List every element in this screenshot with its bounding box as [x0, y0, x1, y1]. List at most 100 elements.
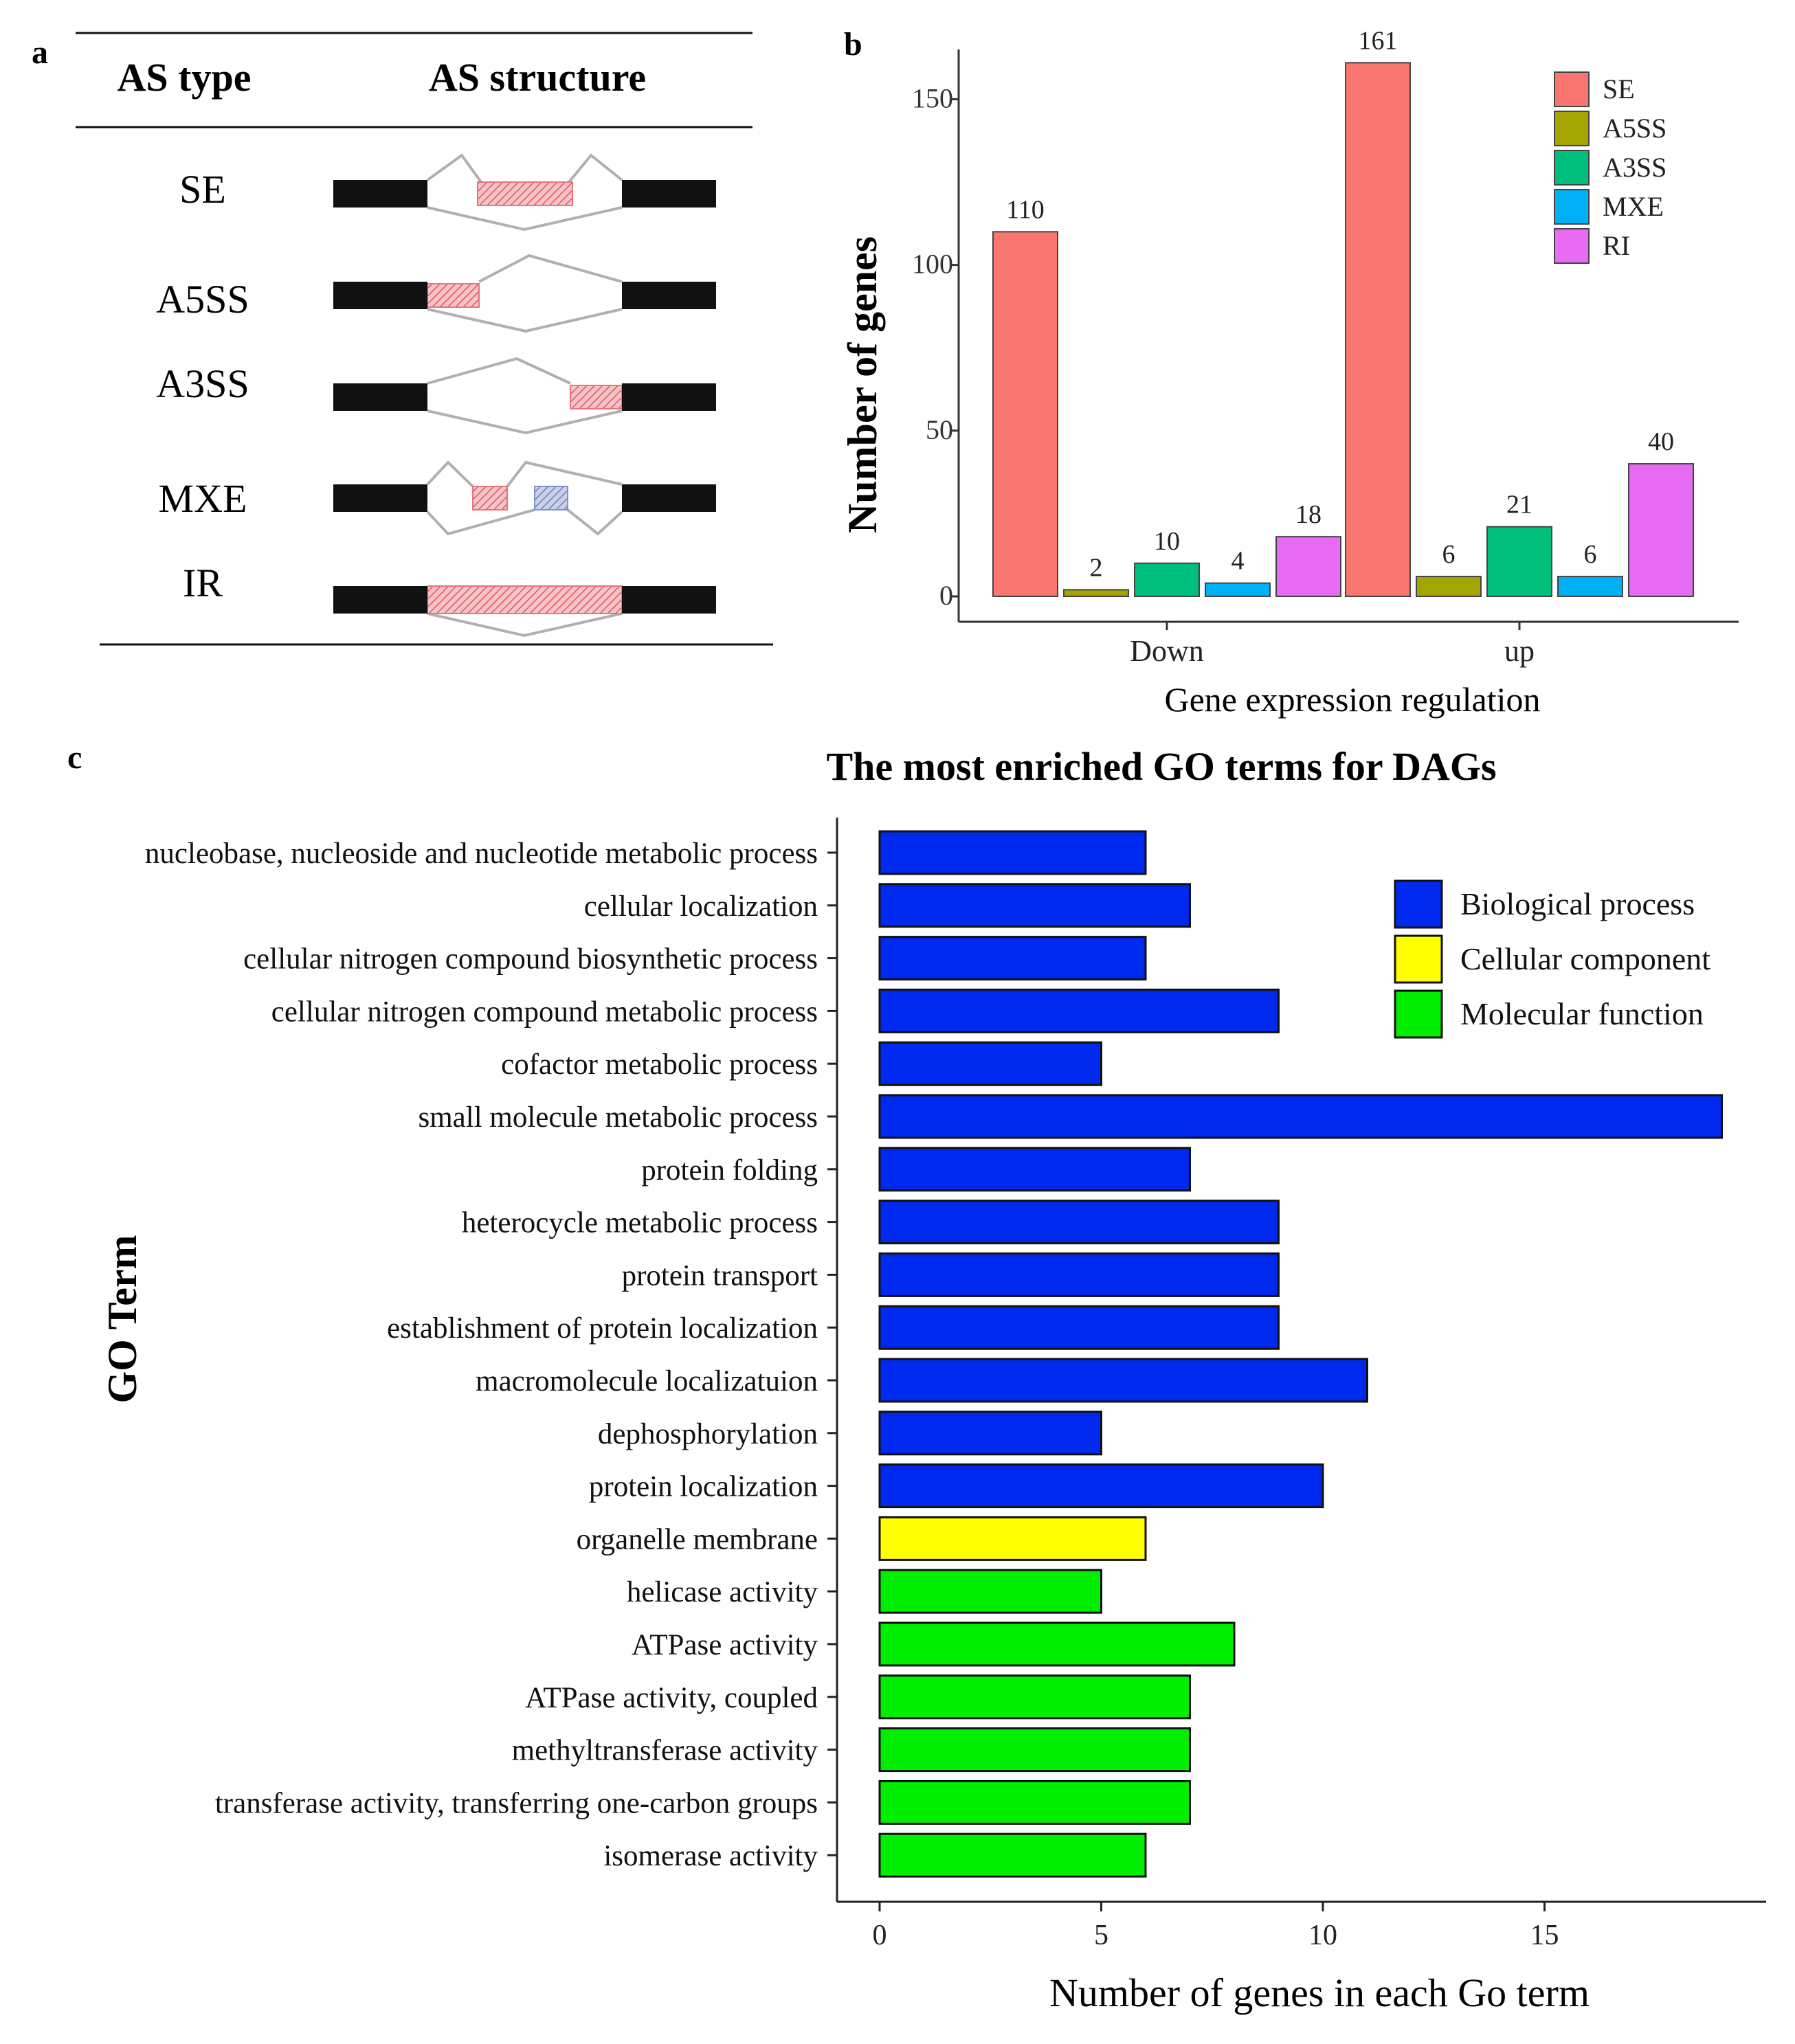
bar-value-label: 6	[1584, 540, 1597, 569]
alt-3prime-region	[570, 385, 623, 409]
legend-label: Cellular component	[1460, 941, 1710, 976]
legend-swatch-mxe	[1554, 189, 1590, 225]
as-row-a3ss: A3SS	[156, 357, 716, 435]
upstream-exon	[333, 383, 427, 411]
go-term-label: cofactor metabolic process	[501, 1048, 818, 1081]
x-tick-label: 5	[1094, 1920, 1108, 1951]
bar-value-label: 21	[1506, 491, 1532, 519]
mutually-exclusive-exon-2	[534, 486, 568, 510]
bar-value-label: 18	[1295, 500, 1322, 529]
downstream-exon	[622, 383, 716, 411]
retained-intron	[427, 585, 623, 614]
go-term-label: dephosphorylation	[598, 1418, 818, 1450]
legend-label: RI	[1603, 230, 1630, 261]
legend-swatch-cellular-component	[1394, 934, 1443, 984]
bar-up-a3ss	[1486, 526, 1552, 598]
x-tick-label: up	[1504, 634, 1535, 668]
bar-value-label: 10	[1154, 527, 1180, 556]
as-structure-se	[333, 153, 716, 232]
y-tick-label: 0	[939, 580, 953, 611]
chart-c: The most enriched GO terms for DAGs nucle…	[100, 744, 1766, 2015]
as-row-se: SE	[179, 153, 716, 232]
chart-title: The most enriched GO terms for DAGs	[826, 744, 1496, 789]
as-type-label: SE	[179, 167, 226, 212]
bar-value-label: 161	[1359, 26, 1398, 55]
bar-up-ri	[1628, 463, 1694, 597]
go-term-label: cellular localization	[584, 890, 818, 923]
legend-swatch-biological-process	[1394, 879, 1443, 929]
go-term-label: cellular nitrogen compound metabolic pro…	[271, 996, 818, 1028]
go-term-label: isomerase activity	[603, 1840, 818, 1872]
mutually-exclusive-exon-1	[472, 486, 508, 510]
x-axis-title: Gene expression regulation	[1164, 680, 1540, 719]
y-axis-title: GO Term	[100, 1235, 145, 1403]
bar-go-term	[878, 1832, 1147, 1878]
legend-swatch-a3ss	[1554, 150, 1590, 186]
x-tick-label: Down	[1130, 634, 1204, 668]
header-as-type: AS type	[118, 55, 252, 100]
bar-down-mxe	[1205, 582, 1271, 597]
bar-go-term	[878, 1252, 1280, 1297]
go-term-label: small molecule metabolic process	[418, 1101, 818, 1134]
legend-b: SE A5SS A3SS MXE RI	[1554, 71, 1666, 264]
go-term-label: protein folding	[641, 1154, 818, 1187]
bar-go-term	[878, 1674, 1191, 1720]
legend-label: Molecular function	[1460, 996, 1704, 1031]
bar-go-term	[878, 1147, 1191, 1192]
as-type-label: A3SS	[156, 361, 249, 406]
exon1-out	[506, 460, 623, 488]
x-tick-label: 10	[1308, 1920, 1337, 1951]
bar-value-label: 6	[1442, 540, 1456, 569]
upstream-exon	[333, 484, 427, 512]
legend-label: A3SS	[1603, 152, 1666, 183]
bar-up-se	[1345, 62, 1411, 597]
x-tick-label: 0	[873, 1920, 887, 1951]
panel-c-label: c	[67, 739, 82, 776]
y-tick-label: 150	[912, 82, 953, 113]
panel-b-label: b	[844, 26, 862, 63]
exon2-out	[566, 508, 623, 536]
bar-go-term	[878, 1305, 1280, 1350]
downstream-exon	[622, 484, 716, 512]
bar-value-label: 40	[1648, 427, 1674, 456]
y-tick-label: 50	[926, 414, 953, 445]
as-structure-mxe	[333, 460, 716, 536]
chart-b: 0 50 100 150 110 2 10 4 18 Down 161 6 21 6 40 up Gene ex…	[840, 26, 1739, 719]
bar-go-term	[878, 936, 1147, 981]
legend-swatch-a5ss	[1554, 111, 1590, 146]
bar-go-term	[878, 1779, 1191, 1825]
bar-go-term	[878, 1411, 1102, 1456]
bar-value-label: 4	[1231, 547, 1245, 576]
go-term-label: establishment of protein localization	[387, 1312, 818, 1345]
bar-down-ri	[1275, 536, 1341, 597]
downstream-exon	[622, 586, 716, 614]
go-term-label: methyltransferase activity	[512, 1735, 818, 1767]
legend-label: Biological process	[1460, 886, 1695, 921]
bar-down-a5ss	[1063, 589, 1129, 597]
go-term-label: organelle membrane	[577, 1523, 818, 1556]
go-term-label: heterocycle metabolic process	[462, 1207, 818, 1239]
go-term-label: cellular nitrogen compound biosynthetic …	[243, 943, 818, 976]
downstream-exon	[622, 282, 716, 309]
x-axis-title: Number of genes in each Go term	[1049, 1970, 1590, 2015]
legend-c: Biological process Cellular component Mole…	[1394, 879, 1710, 1039]
go-term-label: nucleobase, nucleoside and nucleotide me…	[145, 838, 818, 870]
go-term-label: ATPase activity	[632, 1629, 818, 1661]
bar-up-mxe	[1557, 576, 1623, 598]
legend-swatch-molecular-function	[1394, 989, 1443, 1039]
legend-label: A5SS	[1603, 113, 1666, 144]
as-structure-rows: SE A5SS A3SS MXE IR	[156, 153, 716, 638]
y-tick-label: 100	[912, 249, 953, 280]
as-structure-ir	[333, 585, 716, 638]
bar-up-a5ss	[1416, 576, 1482, 598]
as-row-mxe: MXE	[159, 460, 716, 536]
legend-swatch-ri	[1554, 228, 1590, 264]
go-term-label: transferase activity, transferring one-c…	[215, 1787, 818, 1819]
downstream-exon	[622, 180, 716, 207]
skipped-exon	[477, 181, 573, 206]
bar-go-term	[878, 1041, 1102, 1086]
bar-go-term	[878, 988, 1280, 1033]
bar-value-label: 2	[1090, 553, 1103, 582]
go-term-label: protein transport	[622, 1259, 818, 1292]
go-term-label: ATPase activity, coupled	[525, 1682, 818, 1714]
